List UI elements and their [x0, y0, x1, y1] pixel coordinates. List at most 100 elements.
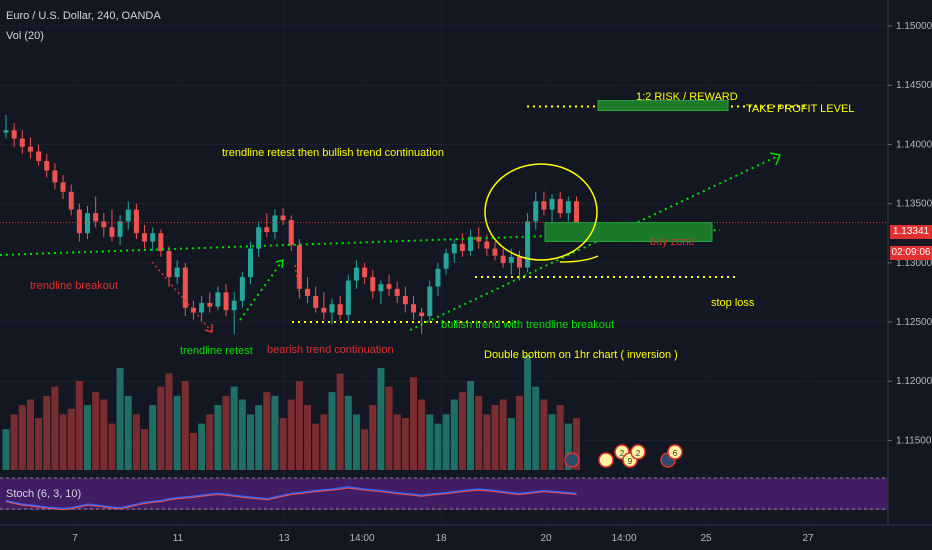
- candle-body: [36, 151, 42, 162]
- candle-body: [239, 277, 245, 301]
- volume-bar: [116, 367, 124, 470]
- candle-body: [484, 241, 490, 249]
- price-axis[interactable]: 1.15000 1.14500 1.14000 1.13500 1.13000 1.125…: [887, 0, 932, 525]
- candle-body: [142, 233, 148, 242]
- take-profit-label: TAKE PROFIT LEVEL: [746, 103, 854, 115]
- volume-bar: [491, 405, 499, 470]
- time-tick-label: 27: [802, 533, 814, 544]
- countdown-tag: 02:09:06: [890, 246, 932, 260]
- candle-body: [288, 220, 294, 246]
- volume-bar: [247, 414, 254, 470]
- current-price-tag: 1.13341: [890, 225, 932, 239]
- candle-body: [68, 191, 74, 210]
- volume-bar: [483, 414, 491, 470]
- event-badge-number: 6: [673, 449, 678, 458]
- candle-body: [508, 256, 514, 263]
- volume-bar: [540, 399, 548, 470]
- volume-bar: [255, 405, 263, 470]
- candle-body: [76, 209, 82, 234]
- volume-bar: [84, 405, 91, 470]
- volume-bar: [173, 395, 181, 470]
- volume-bar: [410, 377, 417, 470]
- candle-body: [182, 267, 188, 308]
- time-tick-label: 20: [540, 533, 552, 544]
- candle-body: [207, 303, 213, 307]
- buy-zone-box: [544, 222, 713, 243]
- candle-body: [459, 243, 465, 251]
- event-badge-icon: [630, 444, 646, 460]
- trendline-arrow-head: [769, 152, 782, 166]
- candle-body: [27, 146, 33, 152]
- volume-bar: [43, 395, 51, 470]
- volume-bar: [369, 405, 377, 470]
- candle-body: [158, 233, 164, 251]
- time-tick-label: 14:00: [611, 533, 636, 544]
- candle-body: [516, 256, 522, 268]
- symbol-title[interactable]: Euro / U.S. Dollar, 240, OANDA: [6, 10, 161, 22]
- candle-body: [60, 182, 66, 192]
- candle-body: [370, 277, 376, 292]
- price-tick-label: 1.14000: [896, 139, 932, 150]
- candle-body: [329, 304, 335, 313]
- candle-body: [117, 221, 123, 237]
- volume-bar: [532, 386, 540, 470]
- candle-body: [305, 288, 311, 296]
- candle-body: [199, 303, 205, 313]
- time-tick-label: 13: [278, 533, 290, 544]
- candle-body: [451, 243, 457, 254]
- volume-bar: [573, 418, 580, 470]
- volume-bar: [312, 423, 320, 470]
- volume-bar: [442, 414, 450, 470]
- volume-bar: [18, 405, 26, 470]
- candle-body: [492, 248, 498, 256]
- candle-body: [125, 209, 131, 222]
- volume-bar: [304, 405, 312, 470]
- candle-body: [44, 161, 50, 171]
- candle-body: [574, 201, 579, 223]
- volume-bar: [556, 405, 564, 470]
- candle-body: [313, 295, 319, 308]
- event-badge-number: 9: [628, 457, 633, 466]
- risk-reward-label: 1:2 RISK / REWARD: [636, 91, 738, 103]
- volume-bar: [564, 423, 572, 470]
- candle-body: [3, 130, 9, 133]
- volume-bar: [434, 423, 442, 470]
- event-badge-number: 2: [636, 449, 641, 458]
- buy-zone-label: buy zone: [650, 236, 695, 248]
- event-badge-icon: [598, 452, 614, 468]
- volume-bar: [165, 373, 173, 470]
- candle-body: [468, 236, 474, 251]
- volume-label[interactable]: Vol (20): [6, 30, 44, 42]
- candle-body: [427, 286, 433, 317]
- trendline-retest-label: trendline retest: [180, 345, 253, 357]
- take-profit-box: [597, 100, 729, 112]
- candle-body: [476, 236, 482, 242]
- volume-bar: [108, 423, 116, 470]
- stoch-label[interactable]: Stoch (6, 3, 10): [6, 488, 82, 500]
- breakout-arrow-head: [204, 324, 213, 333]
- volume-bar: [548, 414, 556, 470]
- time-axis[interactable]: 7 11 13 14:00 18 20 14:00 25 27: [0, 524, 932, 544]
- price-tick-label: 1.12000: [896, 376, 932, 387]
- candle-body: [565, 201, 571, 214]
- candle-body: [541, 201, 547, 210]
- candle-body: [337, 304, 343, 315]
- stop-loss-label: stop loss: [711, 297, 755, 309]
- time-tick-label: 25: [700, 533, 712, 544]
- candle-body: [101, 221, 107, 228]
- volume-bar: [100, 399, 108, 470]
- volume-bar: [458, 392, 466, 470]
- event-badge-icon: [667, 444, 683, 460]
- volume-bar: [475, 395, 483, 470]
- candle-body: [394, 288, 400, 296]
- volume-bar: [426, 414, 434, 470]
- event-badges[interactable]: 292 6: [564, 444, 683, 468]
- price-tick-label: 1.13000: [896, 258, 932, 269]
- candle-body: [280, 215, 286, 221]
- pattern-circle: [484, 163, 598, 261]
- bearish-arrow: [294, 264, 301, 299]
- volume-bar: [352, 414, 360, 470]
- volume-bar: [377, 367, 385, 470]
